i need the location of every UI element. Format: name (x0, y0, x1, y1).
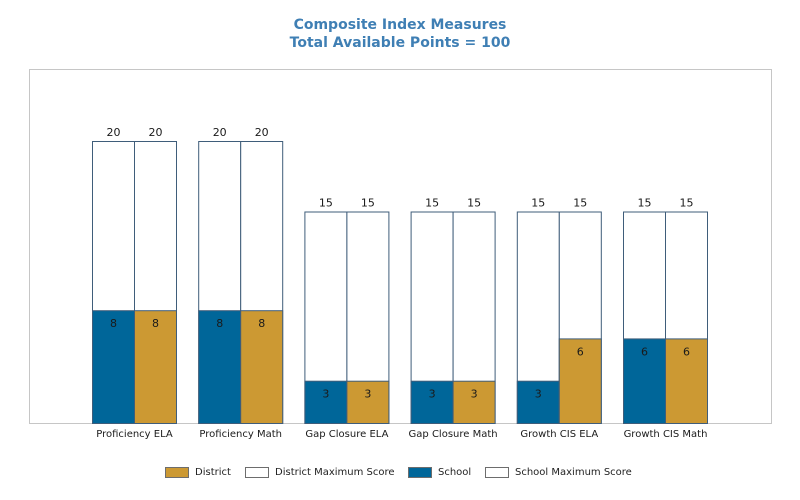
school-max-label: 15 (425, 197, 439, 210)
legend-label: School (438, 466, 472, 478)
district-score-bar (452, 380, 496, 425)
legend-item: District (165, 463, 231, 481)
school-max-label: 20 (213, 126, 227, 139)
school-score-bar (516, 380, 560, 425)
district-score-bar (240, 310, 284, 425)
legend-label: District (195, 466, 231, 478)
district-score-bar (665, 338, 708, 424)
chart-title: Composite Index Measures (293, 17, 507, 33)
school-score-bar (410, 380, 454, 425)
district-score-bar (134, 310, 177, 425)
legend: District District Maximum Score School Scho… (0, 463, 800, 481)
category-label: Proficiency Math (199, 429, 282, 440)
category-label: Growth CIS Math (624, 429, 708, 440)
district-score-label: 6 (683, 345, 690, 358)
district-max-label: 15 (361, 197, 375, 210)
school-score-label: 3 (429, 388, 436, 401)
category-label: Gap Closure ELA (305, 429, 388, 440)
school-score-bar (92, 310, 135, 425)
school-score-bar (623, 338, 666, 424)
legend-item: School Maximum Score (485, 463, 632, 481)
district-max-label: 15 (573, 197, 587, 210)
chart-subtitle: Total Available Points = 100 (289, 35, 511, 51)
school-max-label: 15 (531, 197, 545, 210)
district-max-label: 15 (467, 197, 481, 210)
legend-item: District Maximum Score (245, 463, 395, 481)
school-max-label: 15 (319, 197, 333, 210)
school-max-label: 15 (638, 197, 652, 210)
legend-item: School (408, 463, 471, 481)
district-score-label: 6 (577, 345, 584, 358)
category-label: Growth CIS ELA (520, 429, 598, 440)
school-max-label: 20 (107, 126, 121, 139)
bars-layer (92, 141, 708, 425)
legend-label: School Maximum Score (515, 466, 632, 478)
district-max-label: 20 (149, 126, 163, 139)
district-score-bar (558, 338, 602, 424)
school-score-label: 6 (641, 345, 648, 358)
district-score-bar (346, 380, 390, 425)
category-label: Gap Closure Math (409, 429, 498, 440)
category-label: Proficiency ELA (96, 429, 173, 440)
district-score-label: 8 (152, 317, 159, 330)
school-score-label: 8 (110, 317, 117, 330)
school-score-label: 3 (535, 388, 542, 401)
school-score-label: 8 (216, 317, 223, 330)
district-score-label: 3 (471, 388, 478, 401)
chart-title-block: Composite Index Measures Total Available… (0, 16, 800, 52)
school-score-bar (198, 310, 242, 425)
labels-layer: 20 8 20 8 Proficiency ELA 20 8 20 8 Proficiency M… (96, 126, 707, 440)
school-score-bar (304, 380, 348, 425)
legend-swatch (245, 466, 269, 478)
district-max-label: 20 (255, 126, 269, 139)
district-max-label: 15 (680, 197, 694, 210)
legend-label: District Maximum Score (275, 466, 395, 478)
district-score-label: 8 (258, 317, 265, 330)
legend-swatch (485, 466, 509, 478)
school-score-label: 3 (322, 388, 329, 401)
district-score-label: 3 (364, 388, 371, 401)
legend-swatch (408, 466, 432, 478)
legend-swatch (165, 466, 189, 478)
